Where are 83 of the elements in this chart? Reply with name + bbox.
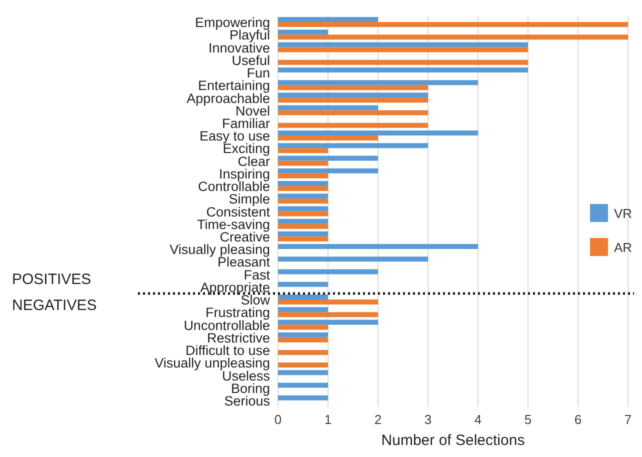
y-tick-label: Fast — [244, 267, 270, 282]
bar — [278, 198, 328, 204]
y-tick-label: Slow — [240, 292, 270, 308]
y-tick-label: Boring — [230, 380, 270, 396]
bar — [278, 370, 328, 376]
y-tick-label: Visually pleasing — [170, 242, 270, 258]
x-axis-title: Number of Selections — [381, 432, 525, 449]
bar — [278, 136, 378, 141]
y-tick-label: Appropriate — [200, 280, 270, 295]
y-tick-label: Time-saving — [196, 216, 270, 232]
bar — [278, 312, 378, 318]
bar — [278, 362, 328, 368]
bar — [278, 110, 428, 116]
x-tick-label: 3 — [424, 412, 432, 428]
y-tick-label: Restrictive — [206, 330, 270, 346]
bar — [278, 269, 378, 274]
y-tick-label: Empowering — [194, 15, 270, 30]
bar — [278, 47, 528, 52]
bar — [278, 85, 428, 90]
bar — [278, 307, 328, 312]
bar — [278, 324, 328, 330]
bar — [278, 206, 328, 212]
bar — [278, 80, 478, 86]
y-tick-label: Frustrating — [205, 305, 270, 320]
bar — [278, 98, 428, 103]
x-tick-label: 0 — [274, 412, 282, 428]
x-tick-label: 6 — [574, 412, 582, 428]
bar — [278, 337, 328, 342]
bar — [278, 42, 528, 48]
legend-label: AR — [614, 240, 632, 254]
bar — [278, 130, 478, 136]
text: POSITIVES — [12, 271, 92, 290]
bar — [278, 30, 328, 35]
bar — [278, 160, 328, 166]
bar — [278, 105, 378, 110]
bar — [278, 224, 328, 229]
bar — [278, 256, 428, 262]
x-tick-label: 2 — [374, 412, 382, 428]
text: NEGATIVES — [12, 297, 97, 316]
bar — [278, 180, 328, 186]
bar — [278, 22, 628, 28]
bar — [278, 17, 378, 22]
legend-label: VR — [614, 206, 632, 220]
y-tick-label: Visually unpleasing — [154, 356, 270, 371]
y-tick-label: Simple — [228, 192, 270, 207]
bar — [278, 299, 378, 304]
bar — [278, 395, 328, 400]
bar — [278, 194, 328, 199]
bar — [278, 382, 328, 388]
bar — [278, 67, 528, 72]
y-tick-label: Easy to use — [199, 128, 270, 144]
bar — [278, 332, 328, 338]
bar — [278, 148, 328, 154]
bar — [278, 282, 328, 287]
bar — [278, 168, 378, 174]
bar — [278, 231, 328, 236]
bar — [278, 173, 328, 178]
bar — [278, 143, 428, 148]
bar — [278, 122, 428, 128]
bar — [278, 156, 378, 161]
y-tick-label: Fun — [246, 66, 270, 81]
x-tick-label: 5 — [524, 412, 532, 428]
bar — [278, 211, 328, 216]
y-tick-label: Entertaining — [198, 78, 270, 94]
y-tick-label: Novel — [235, 103, 270, 118]
bar — [278, 294, 328, 300]
bar — [278, 350, 328, 355]
bar — [278, 60, 528, 65]
bar — [278, 218, 328, 224]
bar — [278, 186, 328, 191]
x-tick-label: 4 — [474, 412, 482, 428]
bar — [278, 92, 428, 98]
y-tick-label: Difficult to use — [185, 343, 270, 358]
x-tick-label: 7 — [624, 412, 632, 428]
y-tick-label: Consistent — [206, 204, 270, 220]
bar — [278, 236, 328, 242]
y-tick-label: Inspiring — [218, 166, 270, 182]
bar — [278, 320, 378, 325]
bar — [278, 244, 478, 250]
x-tick-label: 1 — [324, 412, 332, 428]
y-tick-label: Useful — [232, 52, 270, 68]
y-tick-label: Familiar — [222, 116, 270, 131]
bar — [278, 34, 628, 40]
